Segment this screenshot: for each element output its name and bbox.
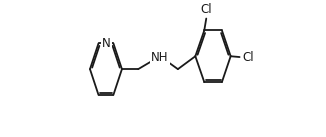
Text: Cl: Cl [200,3,212,16]
Text: N: N [102,37,111,50]
Text: Cl: Cl [243,51,254,64]
Text: NH: NH [151,51,169,64]
